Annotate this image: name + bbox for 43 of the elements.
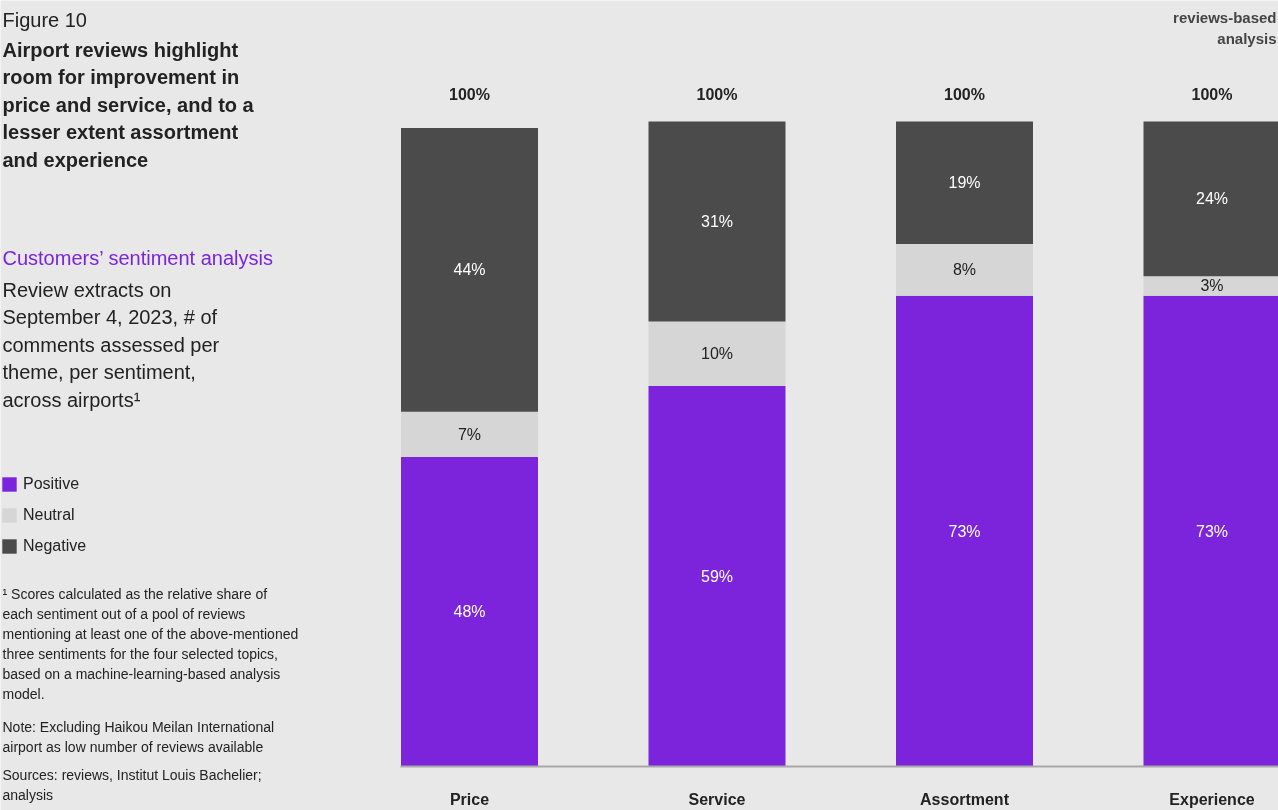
data-label: 59%: [700, 567, 734, 585]
total-label: 100%: [944, 86, 985, 104]
bar: [648, 385, 786, 767]
total-label: 100%: [449, 86, 490, 104]
data-label: 48%: [453, 603, 486, 621]
text: ¹ Scores calculated as the relative share of each sentiment out of a pool of reviews mentioning at least one of the above-mentioned three sentiments for the four selected topics, based on a machine-learning-based analysis model.: [2, 585, 299, 702]
data-label: 8%: [952, 261, 977, 279]
bar: [401, 127, 538, 412]
bar: [401, 456, 538, 767]
legend-label: Neutral: [23, 506, 75, 524]
x-tick-label: Service: [688, 790, 746, 808]
bar: [1143, 121, 1278, 277]
bar: [896, 121, 1033, 245]
bar: [896, 244, 1033, 296]
bar: [1143, 295, 1278, 767]
text: Customers’ sentiment analysis: [2, 246, 273, 269]
x-tick-label: Experience: [1169, 790, 1255, 808]
legend-label: Positive: [23, 475, 80, 493]
total-label: 100%: [1191, 86, 1233, 104]
data-label: 31%: [700, 212, 734, 230]
text: Review extracts on September 4, 2023, # of comments assessed per theme, per sentiment, across airports¹: [2, 278, 220, 411]
bar: [896, 295, 1033, 767]
bar: [648, 321, 786, 386]
text: Note: Excluding Haikou Meilan International airport as low number of reviews available: [2, 718, 275, 755]
data-label: 7%: [457, 425, 482, 443]
bar: [1143, 276, 1278, 296]
text: reviews-based analysis: [1173, 8, 1277, 47]
bar: [401, 411, 538, 457]
caption: Figure 10: [2, 8, 87, 31]
data-label: 44%: [453, 261, 486, 279]
data-label: 73%: [948, 522, 981, 540]
legend-label: Negative: [23, 537, 87, 555]
data-label: 19%: [948, 174, 981, 192]
total-label: 100%: [696, 86, 738, 104]
bar: [648, 121, 786, 322]
data-label: 10%: [700, 345, 734, 363]
data-label: 24%: [1195, 190, 1229, 208]
data-label: 73%: [1195, 522, 1229, 540]
source-note: Sources: reviews, Institut Louis Bachelier; analysis: [2, 766, 262, 803]
x-tick-label: Price: [449, 790, 490, 808]
text: Airport reviews highlight room for improvement in price and service, and to a lesser extent assortment and experience: [2, 38, 255, 171]
data-label: 3%: [1200, 277, 1224, 295]
x-tick-label: Assortment: [920, 790, 1010, 808]
